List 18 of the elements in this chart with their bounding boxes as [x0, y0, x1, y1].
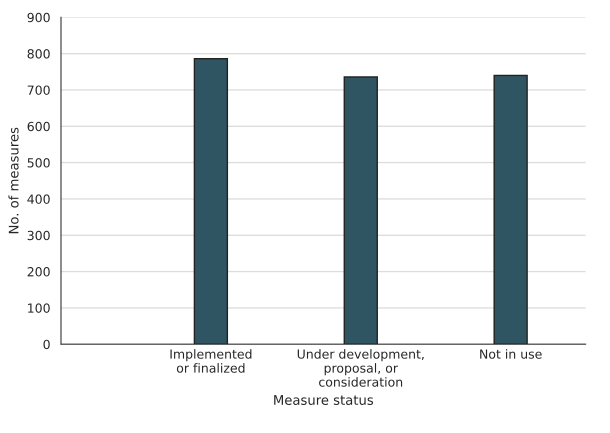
x-tick-label: Under development, proposal, or consideration — [298, 349, 424, 387]
y-tick-label: 400 — [27, 194, 50, 204]
bar — [493, 74, 528, 344]
y-axis-title: No. of measures — [8, 128, 19, 234]
x-tick-label: Implemented or finalized — [170, 349, 252, 373]
bar — [344, 76, 378, 344]
y-tick-label: 500 — [28, 158, 50, 168]
bar — [194, 58, 228, 344]
y-tick-label: 900 — [28, 12, 50, 22]
y-tick-label: 200 — [28, 267, 50, 277]
y-tick-label: 600 — [28, 122, 50, 132]
y-tick-label: 0 — [43, 340, 50, 350]
y-tick-label: 100 — [28, 303, 50, 313]
y-tick-label: 300 — [28, 230, 50, 240]
x-axis-title: Measure status — [274, 395, 374, 405]
y-tick-label: 800 — [28, 49, 50, 59]
x-tick-label: Not in use — [480, 349, 542, 359]
y-tick-label: 700 — [28, 85, 50, 95]
